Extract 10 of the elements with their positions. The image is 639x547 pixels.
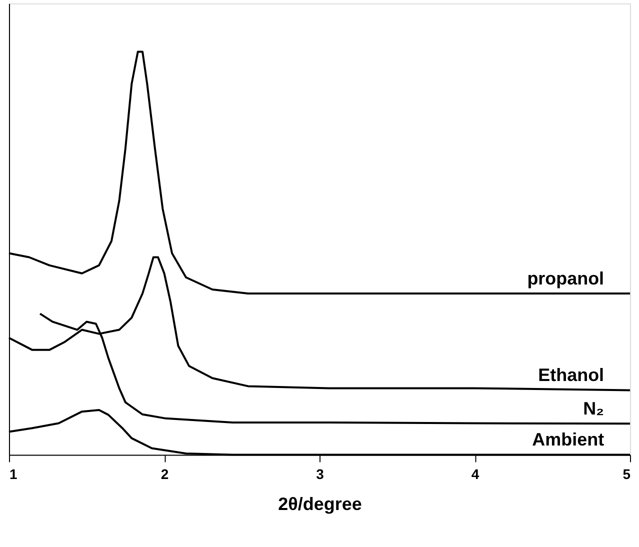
series-label: Ethanol (538, 365, 604, 386)
x-tick-label: 4 (471, 466, 480, 482)
series-label: propanol (527, 268, 604, 289)
x-axis-title: 2θ/degree (278, 494, 362, 514)
x-tick-label: 5 (622, 466, 631, 482)
x-tick-label: 2 (160, 466, 169, 482)
series-label: N₂ (583, 398, 604, 419)
series-label: Ambient (532, 430, 604, 450)
x-tick-label: 1 (9, 466, 18, 482)
x-tick-label: 3 (316, 466, 324, 482)
